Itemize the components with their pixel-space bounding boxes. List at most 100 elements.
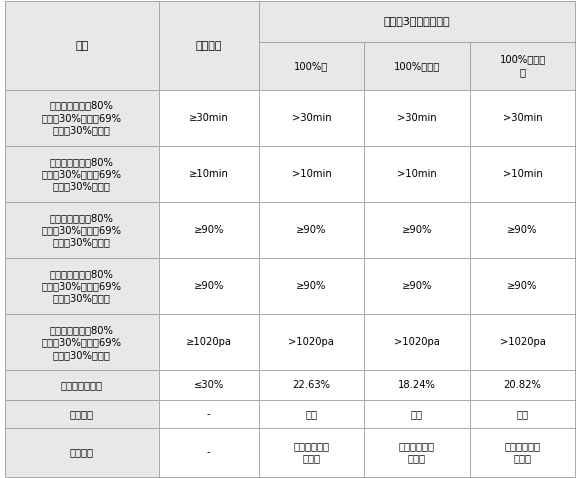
- Text: ≥90%: ≥90%: [402, 225, 432, 235]
- Text: >30min: >30min: [292, 113, 331, 123]
- Bar: [470, 146, 575, 202]
- Bar: [259, 258, 364, 314]
- Bar: [364, 42, 470, 90]
- Text: 实施例3防酸碱整理剂: 实施例3防酸碱整理剂: [384, 17, 450, 26]
- Bar: [259, 1, 575, 42]
- Text: ≥90%: ≥90%: [296, 225, 327, 235]
- Text: ≥90%: ≥90%: [194, 225, 224, 235]
- Text: ≥90%: ≥90%: [508, 281, 538, 291]
- Bar: [470, 428, 575, 477]
- Bar: [259, 42, 364, 90]
- Bar: [159, 370, 259, 400]
- Text: 100%涤塔夫: 100%涤塔夫: [394, 61, 440, 71]
- Text: 柔软: 柔软: [517, 409, 528, 419]
- Text: -: -: [207, 447, 211, 457]
- Text: 织物手感: 织物手感: [70, 409, 94, 419]
- Bar: [259, 202, 364, 258]
- Bar: [159, 258, 259, 314]
- Bar: [5, 146, 159, 202]
- Bar: [5, 400, 159, 428]
- Bar: [259, 314, 364, 370]
- Bar: [364, 202, 470, 258]
- Bar: [364, 314, 470, 370]
- Bar: [259, 400, 364, 428]
- Bar: [259, 258, 364, 314]
- Bar: [259, 428, 364, 477]
- Bar: [159, 90, 259, 146]
- Text: 洗后拒液效率（80%
硫酸、30%盐酸、69%
硝酸、30%烧碱）: 洗后拒液效率（80% 硫酸、30%盐酸、69% 硝酸、30%烧碱）: [42, 269, 122, 304]
- Bar: [159, 146, 259, 202]
- Text: 洗前穿透时间（80%
硫酸、30%盐酸、69%
硝酸、30%烧碱）: 洗前穿透时间（80% 硫酸、30%盐酸、69% 硝酸、30%烧碱）: [42, 100, 122, 135]
- Text: 100%棉: 100%棉: [294, 61, 328, 71]
- Bar: [159, 202, 259, 258]
- Bar: [259, 90, 364, 146]
- Bar: [364, 202, 470, 258]
- Bar: [470, 400, 575, 428]
- Text: 柔软: 柔软: [306, 409, 317, 419]
- Bar: [364, 42, 470, 90]
- Bar: [159, 370, 259, 400]
- Bar: [5, 1, 159, 90]
- Bar: [364, 258, 470, 314]
- Bar: [364, 428, 470, 477]
- Text: >1020pa: >1020pa: [394, 337, 440, 348]
- Bar: [5, 90, 159, 146]
- Text: 标准要求: 标准要求: [195, 41, 222, 51]
- Bar: [5, 314, 159, 370]
- Bar: [5, 146, 159, 202]
- Bar: [470, 258, 575, 314]
- Bar: [364, 146, 470, 202]
- Text: 100%尼龙塔
夫: 100%尼龙塔 夫: [499, 54, 546, 77]
- Bar: [159, 314, 259, 370]
- Bar: [470, 428, 575, 477]
- Bar: [259, 428, 364, 477]
- Bar: [259, 370, 364, 400]
- Text: 洗后耐液体静（80%
硫酸、30%盐酸、69%
硝酸、30%烧碱）: 洗后耐液体静（80% 硫酸、30%盐酸、69% 硝酸、30%烧碱）: [42, 325, 122, 359]
- Text: 光洁、爽滑、
有弹性: 光洁、爽滑、 有弹性: [293, 441, 329, 464]
- Bar: [5, 370, 159, 400]
- Text: 织物强力下降率: 织物强力下降率: [61, 380, 103, 390]
- Bar: [470, 42, 575, 90]
- Bar: [5, 370, 159, 400]
- Bar: [159, 400, 259, 428]
- Text: ≤30%: ≤30%: [194, 380, 224, 390]
- Bar: [470, 90, 575, 146]
- Bar: [159, 202, 259, 258]
- Text: >30min: >30min: [503, 113, 542, 123]
- Bar: [159, 146, 259, 202]
- Text: 光洁、爽滑、
有弹性: 光洁、爽滑、 有弹性: [505, 441, 541, 464]
- Bar: [364, 400, 470, 428]
- Text: >10min: >10min: [503, 169, 542, 179]
- Bar: [470, 400, 575, 428]
- Bar: [159, 90, 259, 146]
- Bar: [159, 428, 259, 477]
- Bar: [470, 370, 575, 400]
- Bar: [470, 42, 575, 90]
- Bar: [470, 202, 575, 258]
- Bar: [5, 202, 159, 258]
- Text: ≥90%: ≥90%: [402, 281, 432, 291]
- Text: 洗后穿透时间（80%
硫酸、30%盐酸、69%
硝酸、30%烧碱）: 洗后穿透时间（80% 硫酸、30%盐酸、69% 硝酸、30%烧碱）: [42, 157, 122, 192]
- Bar: [5, 258, 159, 314]
- Text: >1020pa: >1020pa: [499, 337, 546, 348]
- Text: 20.82%: 20.82%: [503, 380, 542, 390]
- Bar: [364, 258, 470, 314]
- Bar: [159, 428, 259, 477]
- Bar: [5, 1, 159, 90]
- Bar: [364, 400, 470, 428]
- Text: >30min: >30min: [397, 113, 437, 123]
- Bar: [364, 428, 470, 477]
- Bar: [259, 400, 364, 428]
- Bar: [470, 370, 575, 400]
- Text: 光洁、爽滑、
有弹性: 光洁、爽滑、 有弹性: [399, 441, 435, 464]
- Bar: [470, 258, 575, 314]
- Text: -: -: [207, 409, 211, 419]
- Bar: [259, 314, 364, 370]
- Bar: [5, 428, 159, 477]
- Bar: [5, 428, 159, 477]
- Bar: [259, 202, 364, 258]
- Bar: [470, 146, 575, 202]
- Bar: [364, 314, 470, 370]
- Bar: [5, 202, 159, 258]
- Text: 18.24%: 18.24%: [398, 380, 436, 390]
